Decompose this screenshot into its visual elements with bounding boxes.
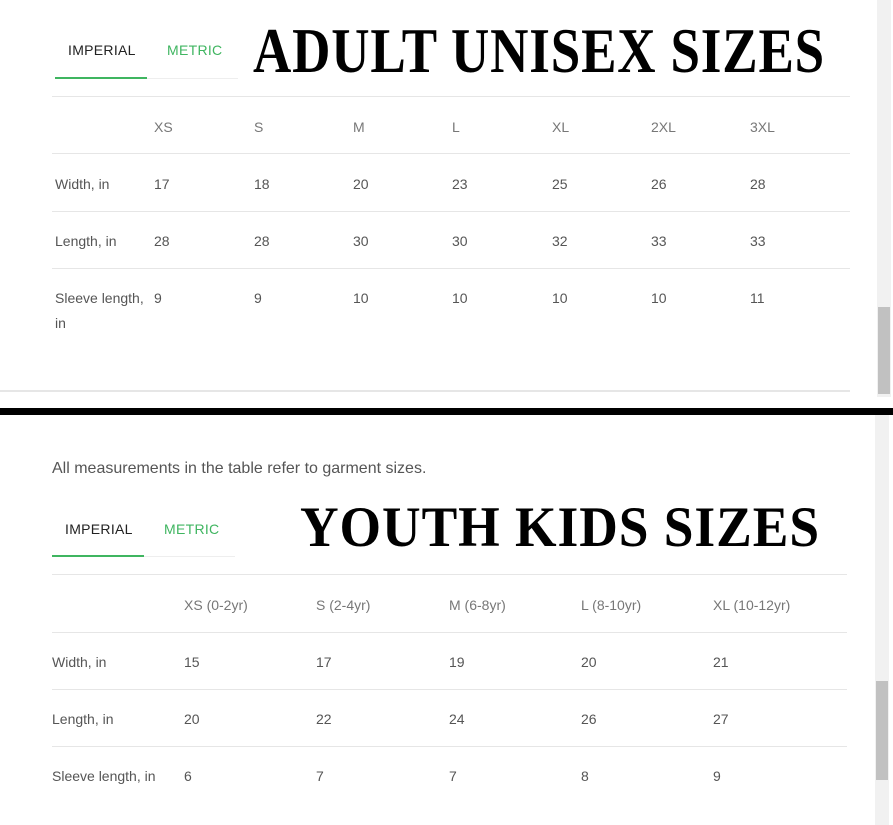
table-cell: 8 [581,768,589,784]
column-header: L (8-10yr) [581,597,642,613]
table-cell: 10 [353,290,369,306]
table-cell: 10 [452,290,468,306]
table-bottom-border [0,390,850,392]
table-cell: 10 [552,290,568,306]
adult-sizes-title: ADULT UNISEX SIZES [253,15,825,86]
column-header: 2XL [651,119,676,135]
table-cell: 11 [750,290,765,306]
table-cell: 17 [154,176,170,192]
table-cell: 33 [750,233,766,249]
table-cell: 20 [581,654,597,670]
column-header: 3XL [750,119,775,135]
table-cell: 27 [713,711,729,727]
column-header: L [452,119,460,135]
table-cell: 20 [353,176,369,192]
row-label: Length, in [55,233,117,249]
column-header: XL [552,119,570,135]
table-divider [52,153,850,154]
column-header: M [353,119,365,135]
scrollbar-thumb[interactable] [878,307,890,394]
table-cell: 9 [713,768,721,784]
table-cell: 22 [316,711,332,727]
section-divider [0,408,893,415]
youth-sizes-title: YOUTH KIDS SIZES [300,496,820,559]
table-cell: 15 [184,654,200,670]
table-divider [52,746,847,747]
table-cell: 26 [651,176,667,192]
table-cell: 18 [254,176,270,192]
scrollbar-track[interactable] [877,0,891,397]
row-label: Width, in [52,654,107,670]
table-cell: 25 [552,176,568,192]
table-divider [52,574,847,575]
table-divider [52,268,850,269]
column-header: XS (0-2yr) [184,597,248,613]
table-cell: 28 [254,233,270,249]
youth-tab-metric[interactable]: METRIC [164,521,220,537]
row-label: Sleeve length, in [55,290,144,331]
scrollbar-thumb[interactable] [876,681,888,780]
table-cell: 19 [449,654,465,670]
table-divider [52,632,847,633]
row-label: Width, in [55,176,110,192]
table-cell: 9 [254,290,262,306]
table-divider [52,689,847,690]
row-label: Sleeve length, in [52,768,156,784]
table-cell: 23 [452,176,468,192]
active-tab-indicator [55,77,147,79]
column-header: S [254,119,264,135]
column-header: S (2-4yr) [316,597,371,613]
adult-tab-imperial[interactable]: IMPERIAL [68,42,136,58]
table-cell: 6 [184,768,192,784]
table-cell: 20 [184,711,200,727]
youth-tab-imperial[interactable]: IMPERIAL [65,521,133,537]
table-cell: 10 [651,290,667,306]
table-cell: 32 [552,233,568,249]
table-cell: 28 [154,233,170,249]
table-cell: 9 [154,290,162,306]
table-cell: 26 [581,711,597,727]
table-cell: 30 [353,233,369,249]
active-tab-indicator [52,555,144,557]
table-cell: 24 [449,711,465,727]
table-divider [52,211,850,212]
table-cell: 33 [651,233,667,249]
table-cell: 7 [316,768,324,784]
measurement-note: All measurements in the table refer to g… [52,460,427,477]
column-header: M (6-8yr) [449,597,506,613]
table-cell: 28 [750,176,766,192]
table-cell: 7 [449,768,457,784]
table-cell: 17 [316,654,332,670]
column-header: XL (10-12yr) [713,597,791,613]
row-label: Length, in [52,711,114,727]
table-divider [52,96,850,97]
column-header: XS [154,119,173,135]
table-cell: 30 [452,233,468,249]
table-cell: 21 [713,654,729,670]
adult-tab-metric[interactable]: METRIC [167,42,223,58]
